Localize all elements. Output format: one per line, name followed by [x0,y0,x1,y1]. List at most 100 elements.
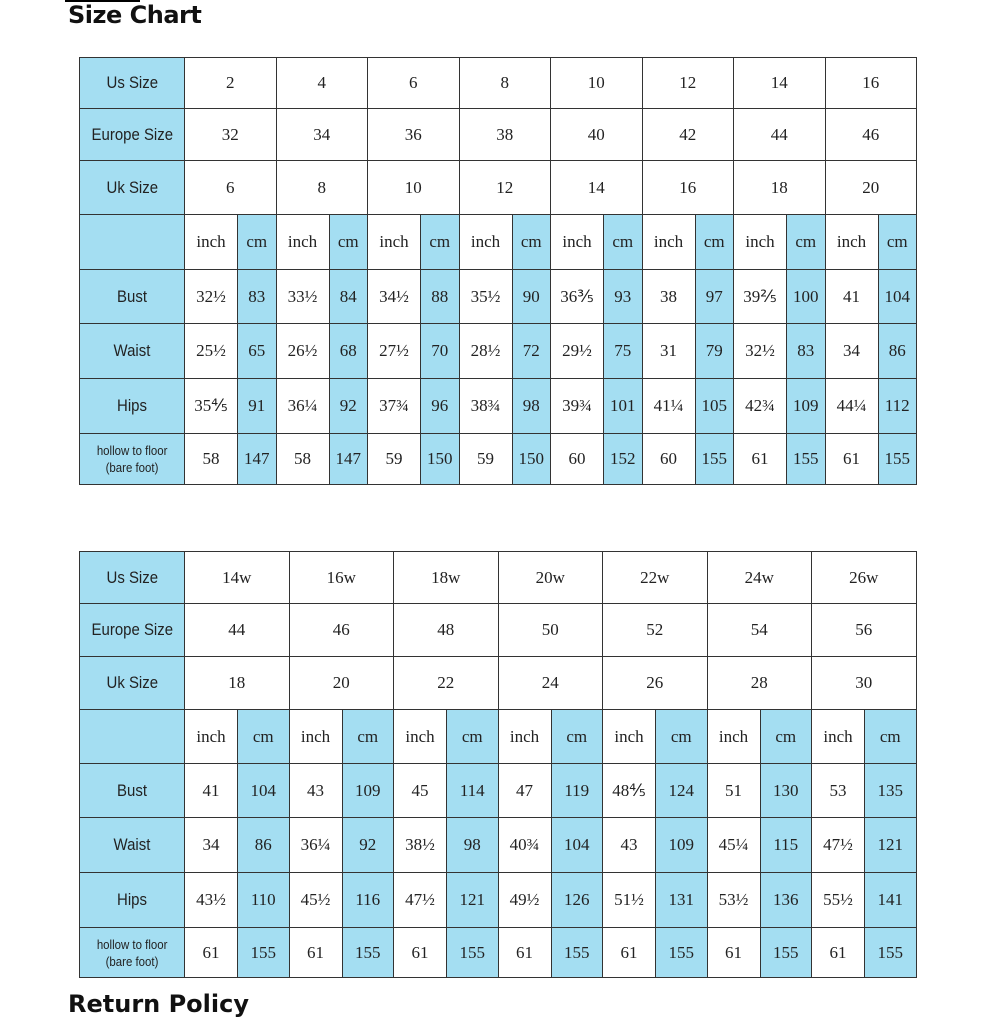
hips-inch-cell: 47½ [393,872,447,928]
bust-inch-cell: 39⅖ [733,269,787,324]
row-label-us: Us Size [79,551,185,604]
hollow-inch-cell: 61 [497,927,552,978]
hips-inch-cell: 43½ [184,872,238,928]
hollow-inch-cell: 59 [367,433,421,485]
hollow-inch-cell: 61 [184,927,238,978]
row-label-uk: Uk Size [79,656,185,710]
uk-size-cell: 28 [706,656,812,710]
unit-inch-header: inch [184,214,238,270]
europe-size-cell: 40 [550,108,643,161]
europe-size-cell: 44 [184,603,290,657]
uk-size-cell: 6 [184,160,277,215]
hips-cm-cell: 116 [341,872,394,928]
row-hollow: hollow to floor (bare foot) 61 155 61 155 61 15… [79,927,917,978]
hips-inch-cell: 51½ [602,872,656,928]
europe-size-cell: 36 [367,108,460,161]
unit-cm-header: cm [237,709,290,764]
waist-cm-cell: 115 [759,817,812,873]
us-size-cell: 6 [367,57,460,109]
waist-inch-cell: 40¾ [497,817,552,873]
hollow-inch-cell: 61 [288,927,343,978]
row-label-us: Us Size [79,57,185,109]
unit-inch-header: inch [275,214,330,270]
hips-cm-cell: 92 [328,378,368,434]
unit-inch-header: inch [706,709,761,764]
waist-inch-cell: 45¼ [706,817,761,873]
us-size-cell: 14w [184,551,290,604]
waist-cm-cell: 92 [341,817,394,873]
bust-cm-cell: 135 [864,763,917,818]
uk-size-cell: 10 [367,160,460,215]
label-line: hollow to floor [96,936,168,952]
row-bust: Bust 41 104 43 109 45 114 47 119 48⅘ 124 51 130 53 135 [79,763,917,818]
label-line: (bare foot) [105,953,159,969]
us-size-cell: 26w [811,551,917,604]
hollow-cm-cell: 155 [341,927,394,978]
top-rule [65,0,140,2]
unit-cm-header: cm [786,214,826,270]
return-policy-heading: Return Policy [68,990,249,1018]
hollow-cm-cell: 150 [511,433,551,485]
waist-cm-cell: 86 [877,323,917,379]
europe-size-cell: 52 [602,603,708,657]
waist-inch-cell: 34 [824,323,879,379]
waist-inch-cell: 47½ [811,817,865,873]
bust-cm-cell: 88 [420,269,460,324]
label-text: Us Size [106,73,158,92]
us-size-cell: 24w [706,551,812,604]
label-text: Waist [113,341,151,360]
hips-inch-cell: 38¾ [458,378,513,434]
hips-cm-cell: 136 [759,872,812,928]
unit-inch-header: inch [393,709,447,764]
waist-cm-cell: 121 [864,817,917,873]
waist-cm-cell: 109 [655,817,708,873]
europe-size-cell: 56 [811,603,917,657]
bust-inch-cell: 35½ [458,269,513,324]
unit-inch-header: inch [602,709,656,764]
hollow-inch-cell: 61 [824,433,879,485]
bust-inch-cell: 47 [497,763,552,818]
us-size-cell: 4 [275,57,368,109]
unit-inch-header: inch [811,709,865,764]
waist-cm-cell: 65 [237,323,277,379]
hollow-inch-cell: 59 [458,433,513,485]
hollow-cm-cell: 147 [237,433,277,485]
row-europe: Europe Size 44 46 48 50 52 54 56 [79,603,917,657]
row-label-hollow: hollow to floor (bare foot) [79,433,185,485]
europe-size-cell: 46 [288,603,394,657]
waist-inch-cell: 31 [641,323,696,379]
unit-cm-header: cm [877,214,917,270]
bust-cm-cell: 104 [877,269,917,324]
hips-inch-cell: 41¼ [641,378,696,434]
bust-cm-cell: 104 [237,763,290,818]
unit-cm-header: cm [420,214,460,270]
unit-cm-header: cm [655,709,708,764]
europe-size-cell: 44 [733,108,826,161]
row-label-units [79,709,185,764]
hollow-cm-cell: 155 [786,433,826,485]
unit-cm-header: cm [237,214,277,270]
label-text: Europe Size [91,620,173,639]
row-label-bust: Bust [79,763,185,818]
row-hips: Hips 43½ 110 45½ 116 47½ 121 49½ 126 51½ 131 53½ 136… [79,872,917,928]
waist-cm-cell: 83 [786,323,826,379]
hips-cm-cell: 98 [511,378,551,434]
hips-cm-cell: 109 [786,378,826,434]
us-size-cell: 20w [497,551,603,604]
label-text: Us Size [106,567,158,587]
hips-cm-cell: 105 [694,378,734,434]
unit-cm-header: cm [550,709,603,764]
hollow-cm-cell: 155 [446,927,499,978]
size-chart-table-standard: Us Size 2 4 6 8 10 12 14 16 Europe Size 32 34 36 38 40… [79,57,917,485]
bust-inch-cell: 51 [706,763,761,818]
us-size-cell: 12 [641,57,734,109]
hollow-inch-cell: 58 [184,433,238,485]
hollow-inch-cell: 61 [706,927,761,978]
hips-cm-cell: 112 [877,378,917,434]
bust-cm-cell: 93 [603,269,643,324]
row-label-hollow: hollow to floor (bare foot) [79,927,185,978]
waist-inch-cell: 25½ [184,323,238,379]
europe-size-cell: 48 [393,603,499,657]
hollow-cm-cell: 152 [603,433,643,485]
bust-inch-cell: 33½ [275,269,330,324]
